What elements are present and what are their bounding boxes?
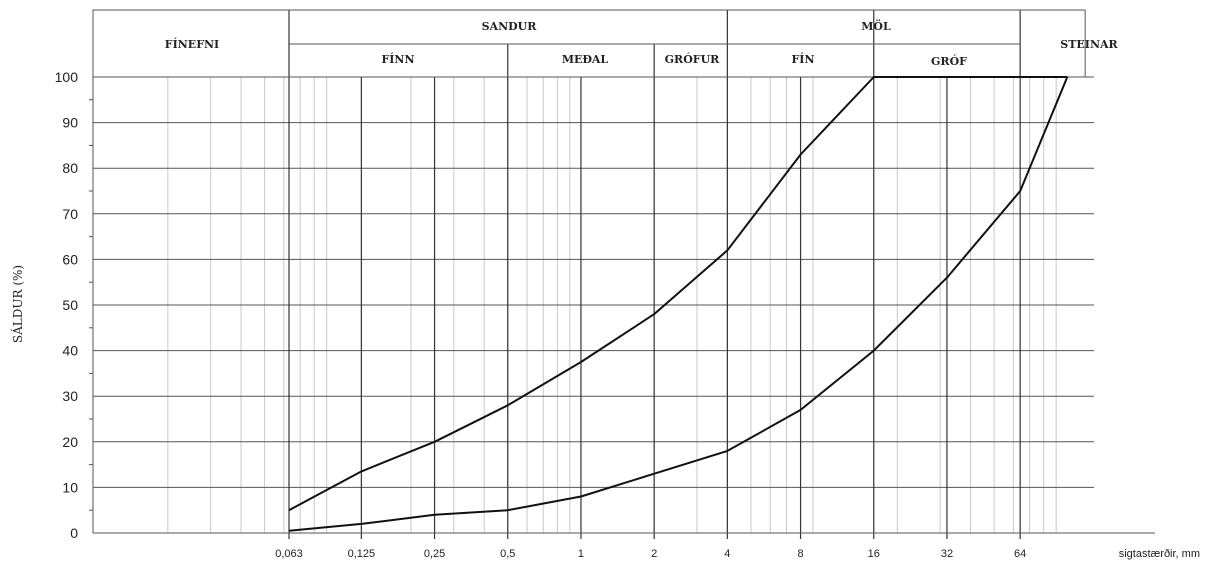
- x-tick-label: 2: [651, 548, 657, 560]
- x-tick-label: 4: [724, 548, 730, 560]
- header-sandur: SANDUR: [482, 20, 538, 33]
- x-axis-label: sigtastærðir, mm: [1119, 548, 1200, 560]
- series-line-2: [288, 76, 1069, 532]
- x-axis: 0,063 0,125 0,25 0,5 1 2 4 8 16 32 64: [275, 548, 1026, 560]
- major-grid: [89, 9, 1155, 539]
- x-tick-label: 16: [868, 548, 880, 560]
- y-tick-label: 100: [55, 69, 79, 85]
- header-grof: GRÓF: [931, 54, 967, 68]
- header-fin: FÍN: [791, 52, 814, 66]
- x-tick-label: 0,063: [275, 548, 303, 560]
- header-finn: FÍNN: [381, 52, 414, 66]
- header-mol: MÖL: [861, 19, 891, 33]
- y-tick-label: 30: [62, 388, 78, 404]
- x-tick-label: 8: [797, 548, 803, 560]
- header-medal: MEÐAL: [562, 53, 609, 66]
- header-steinar: STEINAR: [1060, 38, 1118, 51]
- y-tick-label: 50: [62, 297, 78, 313]
- y-tick-label: 80: [62, 160, 78, 176]
- y-tick-label: 60: [62, 251, 78, 267]
- y-tick-label: 0: [70, 525, 78, 541]
- y-tick-label: 70: [62, 206, 78, 222]
- header-grofur: GRÓFUR: [665, 52, 721, 66]
- y-tick-label: 10: [62, 479, 78, 495]
- y-tick-label: 20: [62, 434, 78, 450]
- header-finefni: FÍNEFNI: [165, 37, 219, 51]
- series-line-1: [288, 76, 1068, 512]
- x-tick-label: 1: [578, 548, 584, 560]
- x-tick-label: 0,5: [500, 548, 515, 560]
- y-axis-label: SÁLDUR (%): [10, 265, 25, 343]
- y-tick-label: 90: [62, 115, 78, 131]
- x-tick-label: 64: [1014, 548, 1026, 560]
- series-group: [288, 76, 1069, 532]
- y-axis: 0 10 20 30 40 50 60 70 80 90 100: [55, 69, 79, 541]
- x-tick-label: 0,125: [348, 548, 376, 560]
- x-tick-label: 32: [941, 548, 953, 560]
- x-tick-label: 0,25: [424, 548, 445, 560]
- classification-header: SANDUR MÖL FÍNEFNI STEINAR FÍNN MEÐAL GR…: [165, 19, 1119, 68]
- y-tick-label: 40: [62, 343, 78, 359]
